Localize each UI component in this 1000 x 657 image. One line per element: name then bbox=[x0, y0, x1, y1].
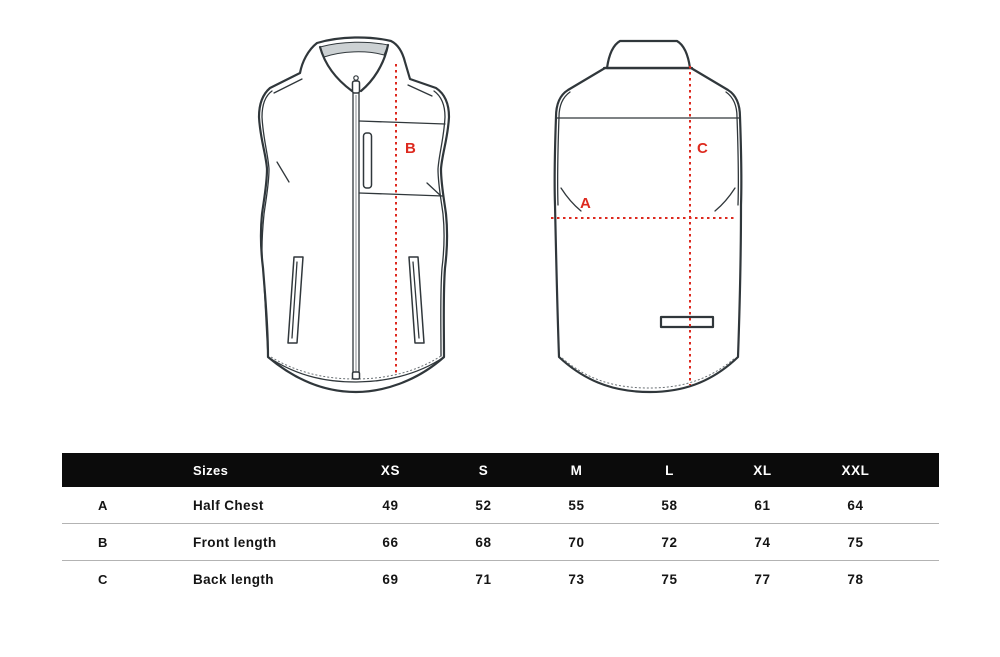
cell-value: 75 bbox=[661, 571, 678, 587]
back-vest-body bbox=[553, 66, 743, 394]
row-ref: C bbox=[98, 571, 108, 587]
measurement-label-a: A bbox=[580, 195, 591, 212]
cell-value: 72 bbox=[661, 534, 678, 550]
row-label: Back length bbox=[193, 571, 274, 587]
header-col-xxl: XXL bbox=[841, 462, 870, 478]
measurement-label-c: C bbox=[697, 140, 708, 157]
cell-value: 75 bbox=[847, 534, 864, 550]
cell-value: 64 bbox=[847, 497, 864, 513]
front-right-armhole-seam bbox=[433, 90, 446, 357]
front-zipper-pull bbox=[353, 75, 359, 81]
back-collar bbox=[605, 39, 692, 70]
size-table: Sizes XS S M L XL XXL A Half Chest 49 52… bbox=[62, 453, 939, 597]
front-right-shoulder-seam bbox=[407, 84, 433, 97]
front-collar-inner-right bbox=[359, 43, 390, 93]
cell-value: 58 bbox=[661, 497, 678, 513]
back-right-armhole-seam bbox=[725, 91, 740, 206]
front-right-underarm-seam bbox=[426, 182, 442, 197]
table-row-front-length: B Front length 66 68 70 72 74 75 bbox=[62, 523, 939, 560]
cell-value: 49 bbox=[382, 497, 399, 513]
cell-value: 69 bbox=[382, 571, 399, 587]
front-zipper-stop bbox=[351, 371, 361, 380]
cell-value: 68 bbox=[475, 534, 492, 550]
front-hem-seam bbox=[267, 356, 445, 383]
cell-value: 52 bbox=[475, 497, 492, 513]
back-left-armhole-seam bbox=[556, 91, 571, 206]
back-vest-drawing: A C bbox=[551, 39, 743, 394]
back-right-underarm-seam bbox=[714, 187, 736, 212]
table-row-back-length: C Back length 69 71 73 75 77 78 bbox=[62, 560, 939, 597]
header-col-s: S bbox=[478, 462, 489, 478]
front-chest-seam-top bbox=[358, 120, 446, 125]
front-chest-pocket bbox=[362, 132, 373, 189]
front-vest-drawing: B bbox=[257, 36, 451, 394]
row-label: Front length bbox=[193, 534, 277, 550]
back-reflective-strip bbox=[659, 315, 715, 329]
row-ref: B bbox=[98, 534, 108, 550]
front-chest-seam-bottom bbox=[358, 192, 444, 197]
front-left-armhole-seam bbox=[261, 90, 273, 357]
back-left-underarm-seam bbox=[560, 187, 582, 212]
cell-value: 71 bbox=[475, 571, 492, 587]
front-zipper-slider bbox=[351, 80, 361, 94]
header-sizes-cell: Sizes bbox=[193, 462, 229, 478]
cell-value: 78 bbox=[847, 571, 864, 587]
cell-value: 77 bbox=[754, 571, 771, 587]
front-left-hand-pocket-stitch bbox=[291, 261, 298, 339]
header-col-xs: XS bbox=[380, 462, 401, 478]
size-table-header-row: Sizes XS S M L XL XXL bbox=[62, 453, 939, 487]
row-label: Half Chest bbox=[193, 497, 264, 513]
front-left-hand-pocket bbox=[287, 256, 304, 344]
front-right-hand-pocket-stitch bbox=[412, 261, 420, 339]
cell-value: 66 bbox=[382, 534, 399, 550]
header-col-xl: XL bbox=[753, 462, 772, 478]
cell-value: 61 bbox=[754, 497, 771, 513]
cell-value: 55 bbox=[568, 497, 585, 513]
cell-value: 70 bbox=[568, 534, 585, 550]
header-col-l: L bbox=[665, 462, 674, 478]
vest-drawings: B A C bbox=[257, 36, 743, 394]
cell-value: 74 bbox=[754, 534, 771, 550]
front-left-underarm-seam bbox=[276, 161, 290, 183]
front-vest-body bbox=[257, 36, 451, 394]
front-left-shoulder-seam bbox=[273, 78, 303, 94]
measurement-label-b: B bbox=[405, 140, 416, 157]
cell-value: 73 bbox=[568, 571, 585, 587]
back-hem-stitch bbox=[561, 357, 736, 389]
row-ref: A bbox=[98, 497, 108, 513]
table-row-half-chest: A Half Chest 49 52 55 58 61 64 bbox=[62, 487, 939, 523]
front-collar-inner-left bbox=[318, 45, 354, 93]
header-col-m: M bbox=[570, 462, 583, 478]
